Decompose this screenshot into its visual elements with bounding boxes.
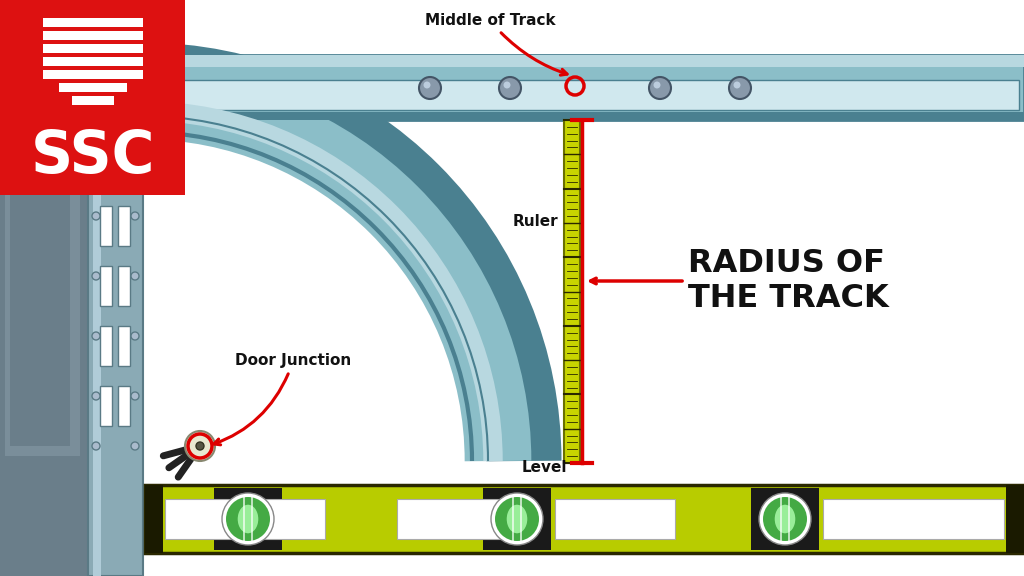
Circle shape — [729, 77, 751, 99]
Circle shape — [92, 332, 100, 340]
Bar — [88, 0, 143, 576]
Bar — [0, 0, 88, 576]
Circle shape — [499, 77, 521, 99]
Bar — [72, 96, 114, 105]
Circle shape — [653, 81, 660, 89]
Circle shape — [92, 272, 100, 280]
Bar — [118, 326, 130, 366]
Bar — [214, 488, 282, 550]
Text: SSC: SSC — [31, 128, 155, 185]
Bar — [100, 386, 112, 426]
Bar — [10, 6, 70, 446]
Bar — [751, 488, 819, 550]
Circle shape — [131, 212, 139, 220]
Circle shape — [495, 497, 539, 541]
Circle shape — [92, 92, 100, 100]
Bar — [145, 485, 163, 553]
Circle shape — [424, 81, 430, 89]
Circle shape — [92, 212, 100, 220]
Circle shape — [131, 332, 139, 340]
Circle shape — [504, 81, 511, 89]
Bar — [0, 0, 185, 195]
Circle shape — [763, 497, 807, 541]
Bar — [93, 0, 101, 576]
Text: Level: Level — [521, 460, 567, 475]
Circle shape — [92, 392, 100, 400]
Bar — [58, 83, 127, 92]
Bar — [145, 485, 1024, 553]
Ellipse shape — [237, 504, 259, 534]
Bar — [823, 499, 1004, 539]
Bar — [564, 120, 580, 463]
Bar — [118, 266, 130, 306]
Bar — [100, 266, 112, 306]
Bar — [143, 55, 1024, 67]
Circle shape — [92, 152, 100, 160]
Circle shape — [131, 92, 139, 100]
Bar — [43, 57, 142, 66]
Circle shape — [92, 442, 100, 450]
Bar — [165, 499, 325, 539]
Text: Ruler: Ruler — [512, 214, 558, 229]
Bar — [483, 488, 551, 550]
Bar — [43, 31, 142, 40]
Circle shape — [196, 442, 204, 450]
Text: Door Junction: Door Junction — [214, 354, 351, 445]
Bar — [118, 206, 130, 246]
Ellipse shape — [506, 504, 528, 534]
Bar — [100, 206, 112, 246]
Circle shape — [649, 77, 671, 99]
Circle shape — [131, 392, 139, 400]
Bar — [397, 499, 517, 539]
Bar — [43, 18, 142, 27]
Bar — [118, 386, 130, 426]
Circle shape — [131, 272, 139, 280]
Text: RADIUS OF
THE TRACK: RADIUS OF THE TRACK — [688, 248, 889, 314]
Ellipse shape — [774, 504, 796, 534]
Circle shape — [131, 442, 139, 450]
Bar — [1006, 485, 1024, 553]
Bar — [43, 70, 142, 79]
Bar — [143, 55, 1024, 120]
Bar — [43, 44, 142, 53]
Bar — [100, 326, 112, 366]
Circle shape — [131, 152, 139, 160]
Bar — [5, 0, 80, 456]
Bar — [143, 112, 1024, 120]
Circle shape — [490, 493, 543, 545]
Circle shape — [733, 81, 740, 89]
Circle shape — [759, 493, 811, 545]
Circle shape — [222, 493, 274, 545]
Circle shape — [226, 497, 270, 541]
Bar — [555, 499, 675, 539]
Circle shape — [419, 77, 441, 99]
Bar — [148, 80, 1019, 110]
Circle shape — [185, 431, 215, 461]
Text: Middle of Track: Middle of Track — [425, 13, 567, 75]
